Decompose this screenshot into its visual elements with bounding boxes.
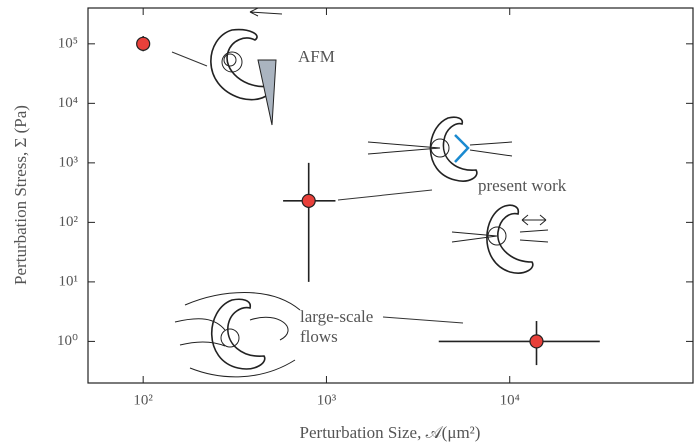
x-tick-label: 10³ <box>317 392 337 408</box>
annotation: present work <box>478 176 567 195</box>
y-tick-label: 10³ <box>59 154 79 170</box>
annotation: AFM <box>298 47 335 66</box>
annotation: large-scale <box>300 307 373 326</box>
x-axis-label: Perturbation Size, 𝒜(μm²) <box>300 423 481 442</box>
annotation-leader <box>171 51 208 67</box>
annotation-leader <box>382 316 464 324</box>
data-point <box>301 193 316 208</box>
annotation: flows <box>300 327 338 346</box>
x-tick-label: 10⁴ <box>500 392 520 408</box>
y-axis-label: Perturbation Stress, Σ (Pa) <box>11 105 30 285</box>
illustration-pull <box>451 204 549 274</box>
annotation-leader <box>337 189 433 201</box>
y-tick-label: 10⁰ <box>57 333 78 349</box>
y-tick-label: 10² <box>59 214 79 230</box>
y-tick-label: 10⁵ <box>58 35 78 51</box>
plot-frame <box>87 7 694 384</box>
illustration-present-work <box>367 116 513 182</box>
illustration-afm <box>210 7 283 126</box>
illustration-flows <box>174 292 301 378</box>
data-point <box>529 334 544 349</box>
x-tick-label: 10² <box>133 392 153 408</box>
data-point <box>136 36 151 51</box>
y-tick-label: 10¹ <box>59 273 79 289</box>
y-tick-label: 10⁴ <box>58 95 78 111</box>
